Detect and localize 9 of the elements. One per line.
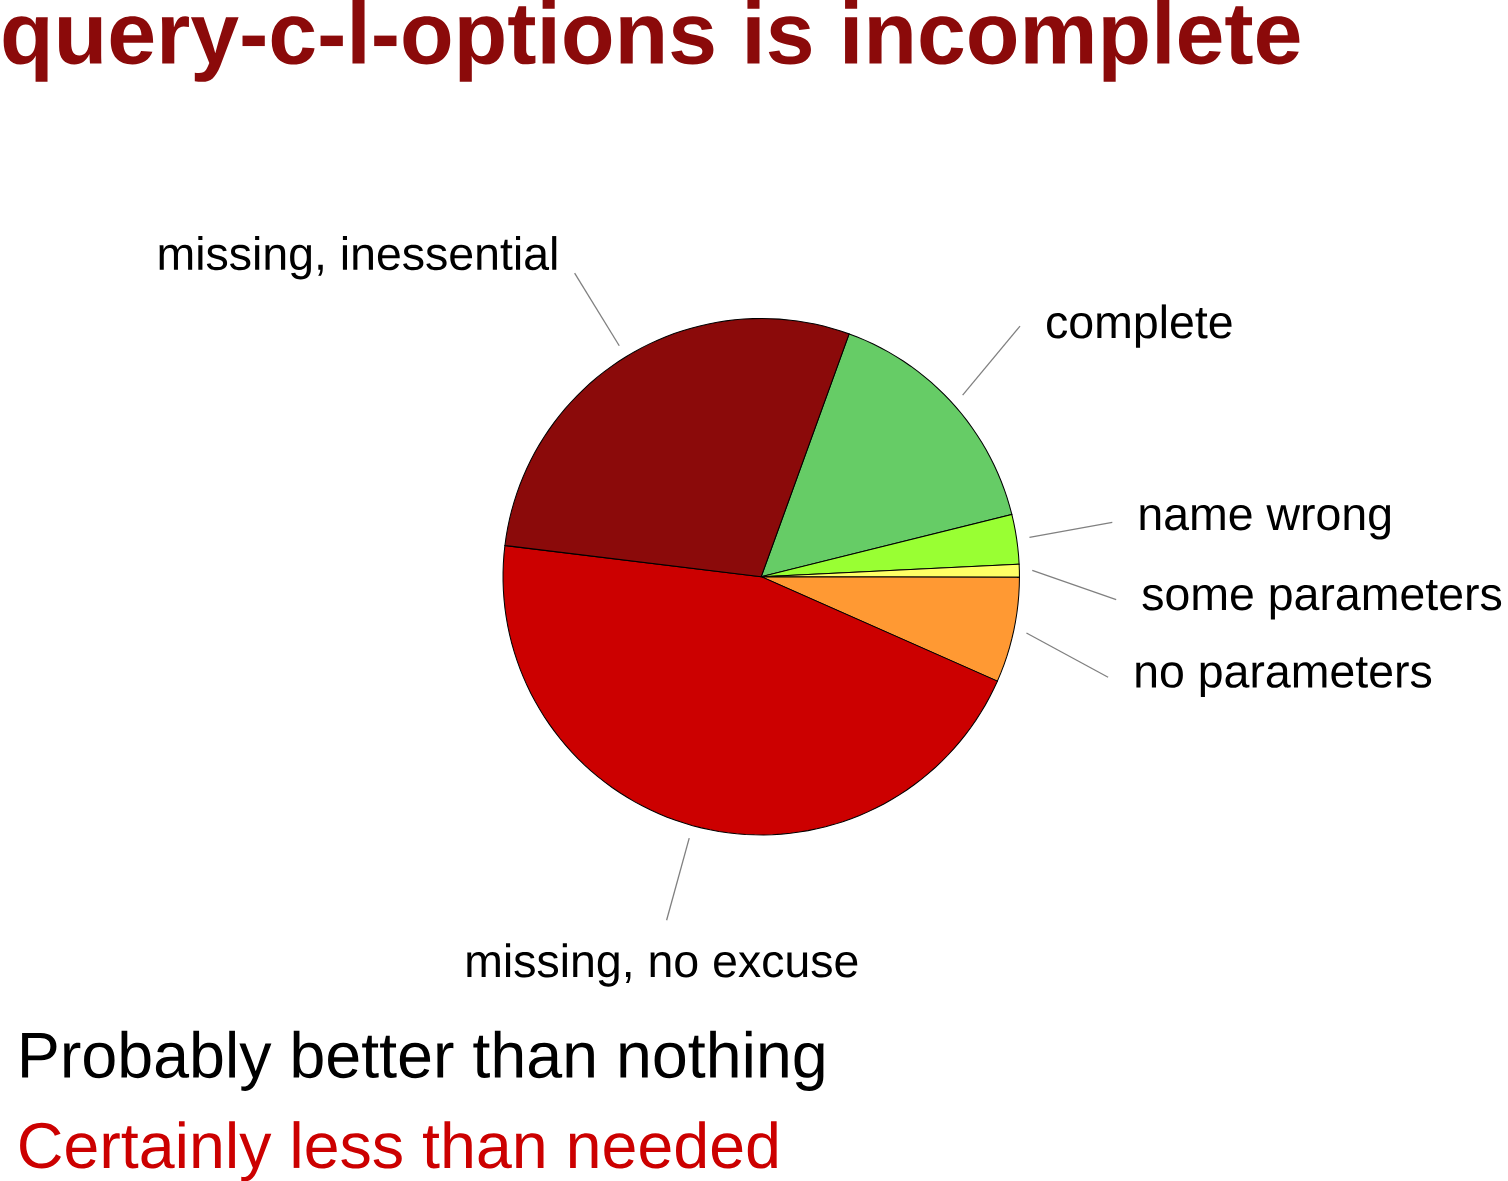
slice-label: missing, no excuse	[467, 943, 858, 987]
slice-label: no parameters	[1136, 657, 1432, 697]
slice-label: complete	[1047, 304, 1232, 348]
slice-label: missing, inessential	[159, 235, 557, 280]
text: Certainly less than needed	[20, 1120, 777, 1181]
chart-title: query-c-l-options is incomplete	[3, 0, 1300, 82]
slice-label: some parameters	[1142, 579, 1502, 620]
slice-label: name wrong	[1140, 504, 1391, 540]
text: Probably better than nothing	[22, 1030, 824, 1091]
